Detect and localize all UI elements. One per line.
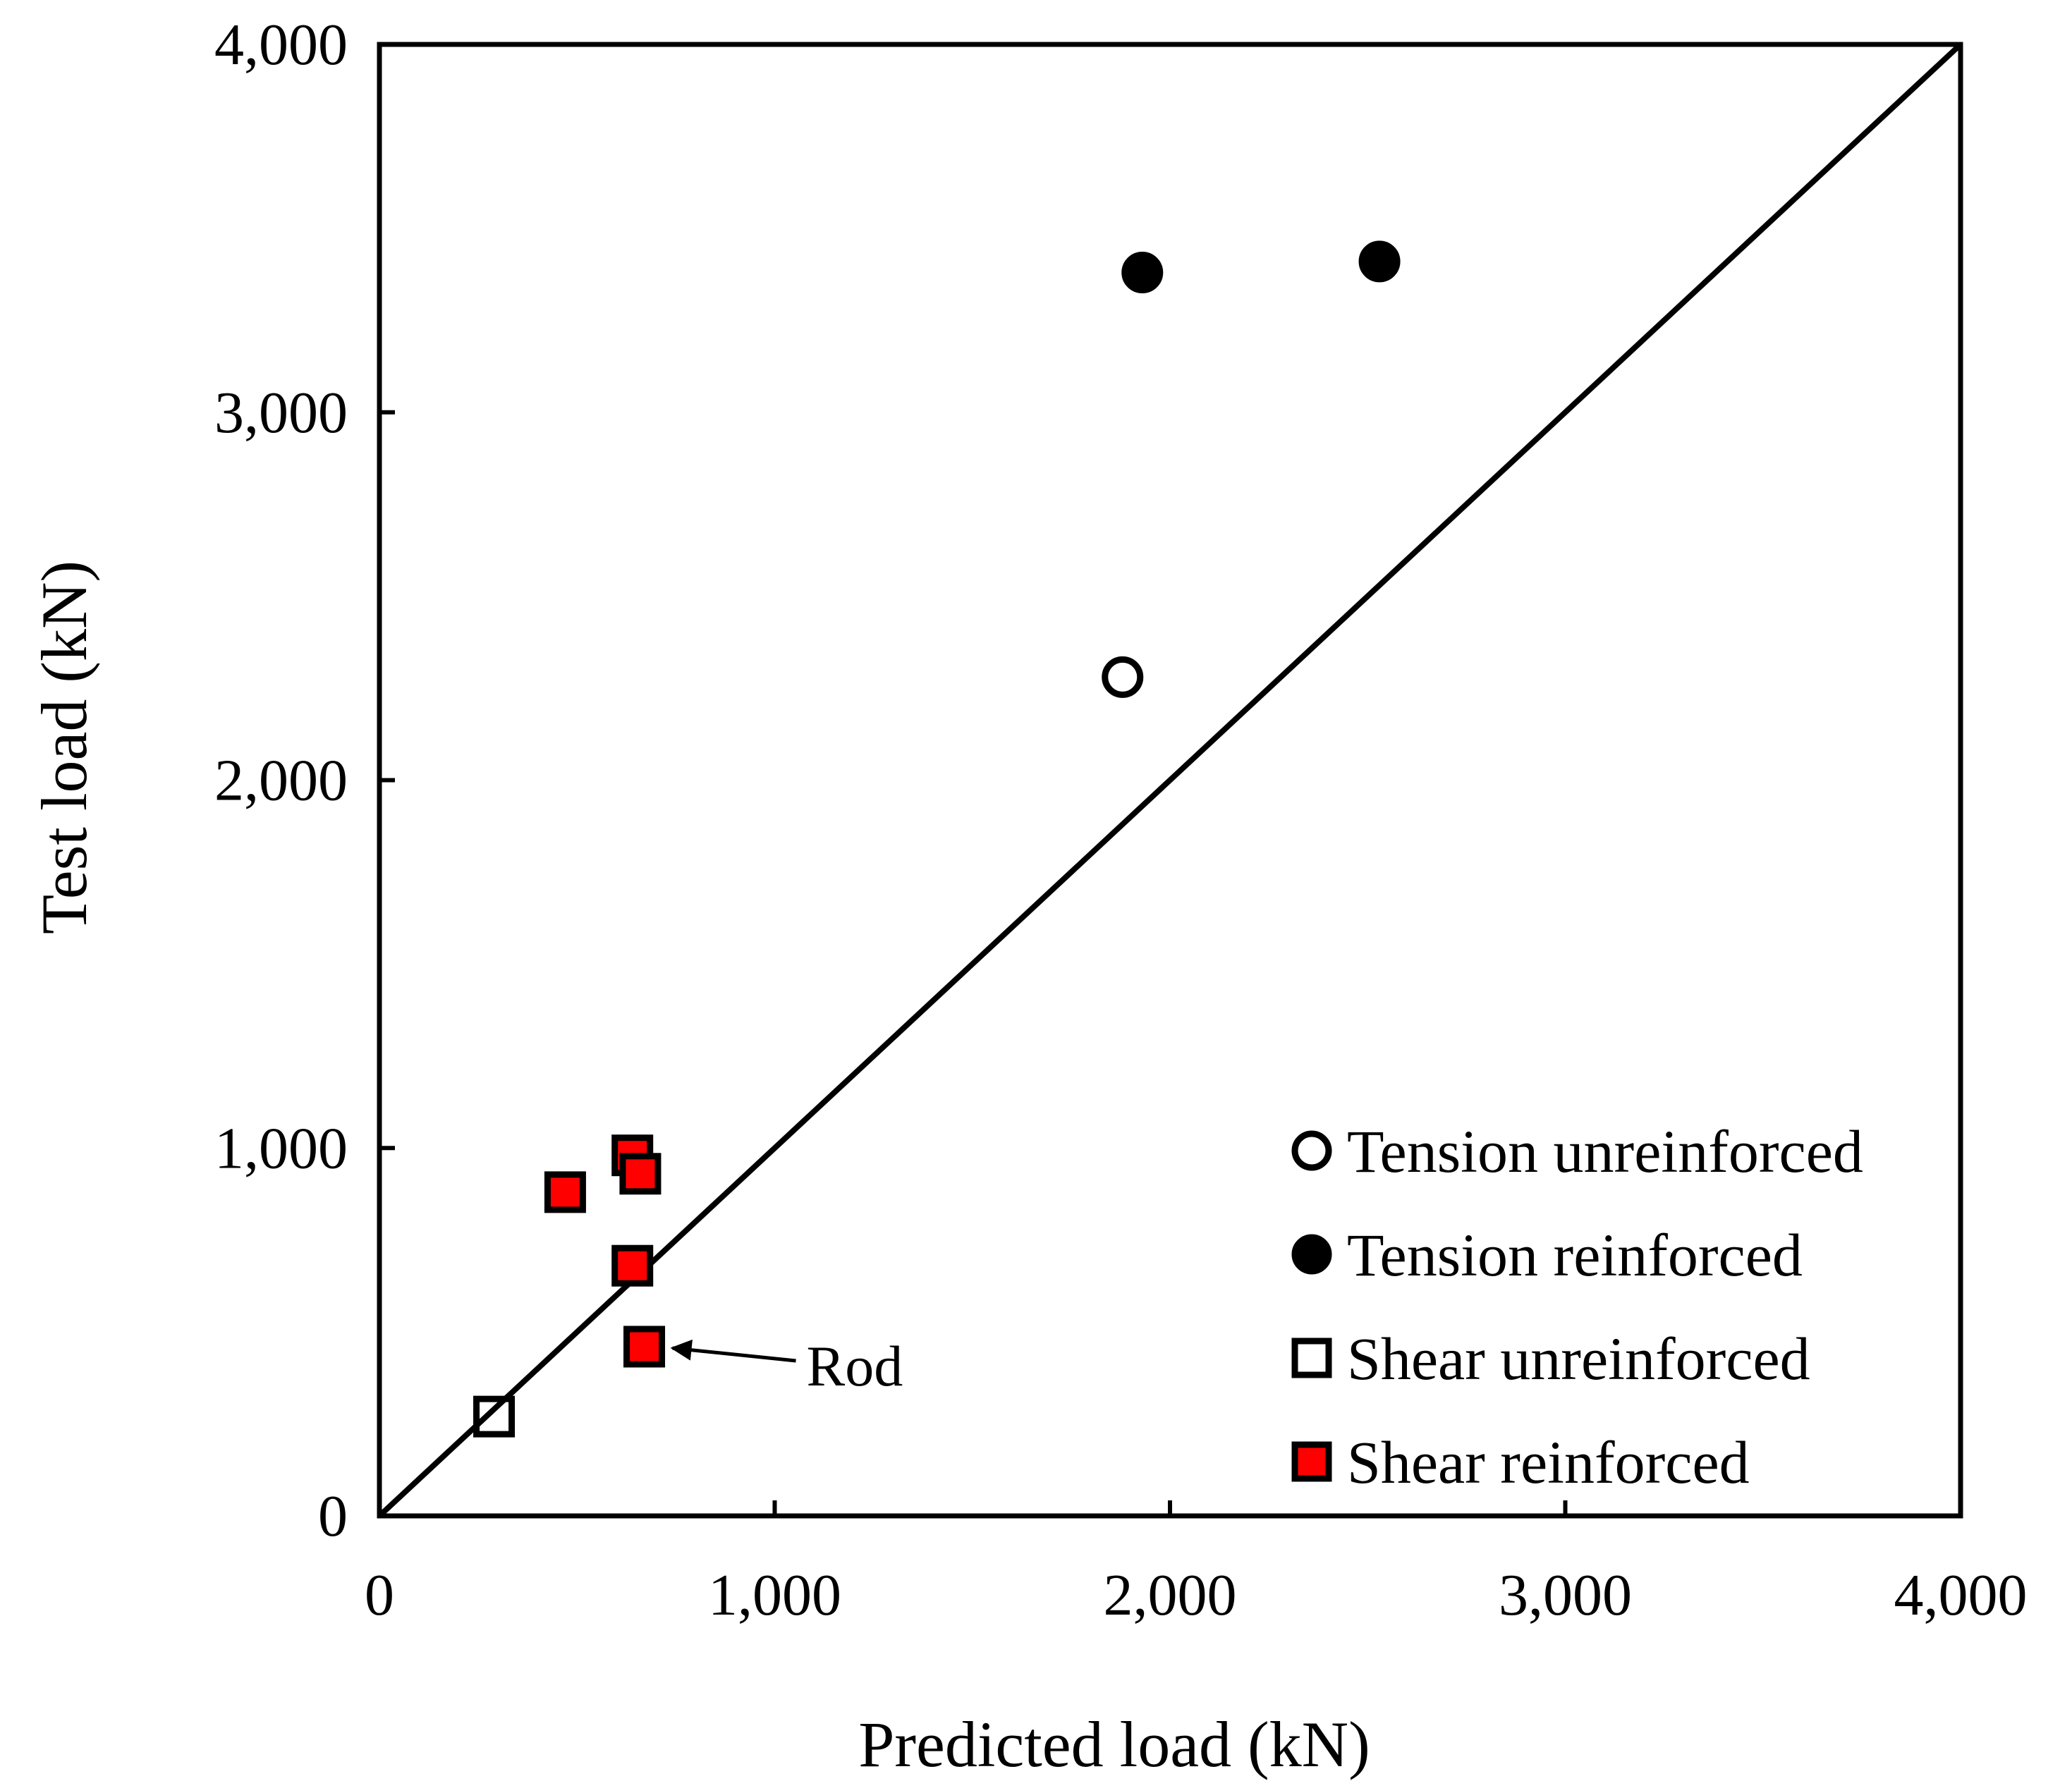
legend-item: Shear unreinforced <box>1291 1325 1810 1393</box>
data-point <box>1121 251 1164 293</box>
x-tick-label: 4,000 <box>1894 1562 2028 1628</box>
legend-marker <box>1291 1338 1332 1378</box>
annotation-label: Rod <box>807 1334 903 1398</box>
y-tick-label: 3,000 <box>214 380 348 446</box>
legend-item: Tension unreinforced <box>1291 1118 1863 1185</box>
legend-item: Tension reinforced <box>1291 1221 1803 1289</box>
legend-marker <box>1291 1130 1332 1171</box>
x-axis-title: Predicted load (kN) <box>858 1708 1370 1780</box>
y-axis-title: Test load (kN) <box>28 561 100 934</box>
y-tick-label: 2,000 <box>214 748 348 814</box>
data-point <box>544 1171 586 1213</box>
x-tick-label: 2,000 <box>1104 1562 1237 1628</box>
data-point <box>473 1395 516 1438</box>
legend-marker <box>1291 1441 1332 1482</box>
reference-line <box>377 42 1963 1518</box>
data-point <box>619 1153 662 1195</box>
series-2 <box>1121 240 1401 293</box>
data-point <box>623 1326 666 1368</box>
data-point <box>1102 656 1144 698</box>
data-point <box>611 1244 654 1287</box>
legend-item: Shear reinforced <box>1291 1428 1750 1496</box>
annotations: Rod <box>670 1334 903 1398</box>
reference-line-layer <box>377 42 1963 1518</box>
x-tick-label: 1,000 <box>708 1562 841 1628</box>
y-tick-label: 4,000 <box>214 12 348 78</box>
legend-marker <box>1291 1234 1332 1275</box>
legend-label: Shear reinforced <box>1347 1428 1750 1496</box>
legend-label: Tension reinforced <box>1347 1221 1803 1289</box>
data-point <box>1358 240 1401 283</box>
data-points <box>473 240 1401 1438</box>
series-4 <box>544 1134 666 1368</box>
series-3 <box>473 1395 516 1438</box>
annotation-arrow <box>670 1339 796 1363</box>
x-tick-label: 0 <box>365 1562 394 1628</box>
y-tick-label: 0 <box>318 1483 348 1549</box>
legend-label: Shear unreinforced <box>1347 1325 1810 1393</box>
y-tick-label: 1,000 <box>214 1115 348 1181</box>
legend: Tension unreinforced Tension reinforced Sh… <box>1291 1118 1863 1496</box>
ticks: 0 1,000 2,000 3,000 4,000 0 1,000 2,000 3,000 4,0… <box>214 12 2028 1628</box>
legend-label: Tension unreinforced <box>1347 1118 1863 1185</box>
x-tick-label: 3,000 <box>1499 1562 1632 1628</box>
series-1 <box>1102 656 1144 698</box>
